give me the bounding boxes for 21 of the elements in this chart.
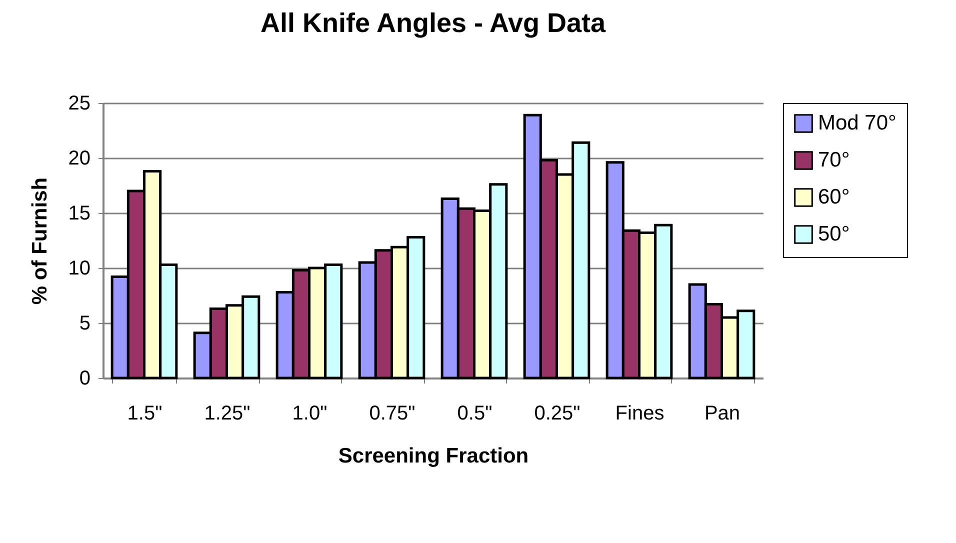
y-tick-label: 10 [68, 258, 90, 280]
legend-label: Mod 70° [818, 112, 896, 134]
x-tick-label: 0.5" [457, 402, 492, 424]
x-tick-label: 1.0" [292, 402, 328, 424]
y-tick-label: 0 [79, 368, 90, 390]
legend-label: 50° [818, 222, 850, 246]
chart-title: All Knife Angles - Avg Data [260, 8, 606, 38]
x-tick-label: 0.75" [369, 402, 416, 424]
legend-label: 60° [818, 186, 850, 208]
x-axis-title: Screening Fraction [338, 444, 529, 468]
x-tick-label: Pan [704, 402, 740, 424]
x-tick-label: 0.25" [534, 402, 580, 424]
x-tick-label: 1.5" [127, 402, 162, 424]
y-tick-label: 15 [68, 202, 90, 224]
x-tick-label: 1.25" [204, 402, 250, 424]
y-tick-label: 25 [68, 92, 90, 114]
y-tick-label: 5 [79, 312, 90, 334]
y-axis-title: % of Furnish [28, 177, 52, 305]
y-tick-label: 20 [68, 148, 90, 170]
legend-label: 70° [818, 148, 850, 172]
x-tick-label: Fines [615, 402, 664, 424]
